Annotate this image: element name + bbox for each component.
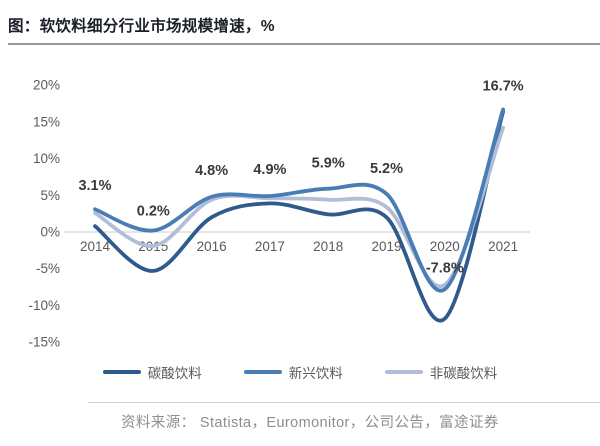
x-axis-label: 2017 — [255, 239, 285, 254]
y-axis-tick: 20% — [33, 78, 60, 93]
data-label: -7.8% — [426, 260, 464, 276]
x-axis-label: 2016 — [197, 239, 227, 254]
legend-swatch-emerging — [243, 370, 282, 374]
x-axis-label: 2018 — [313, 239, 343, 254]
source-note: 资料来源： Statista，Euromonitor，公司公告，富途证券 — [121, 415, 499, 431]
chart-svg: 20%15%10%5%0%-5%-10%-15%2014 2015 2016 2017… — [28, 78, 530, 350]
footer-divider — [88, 402, 600, 403]
legend-label-noncarbonated: 非碳酸饮料 — [429, 366, 498, 381]
chart-title: 图：软饮料细分行业市场规模增速，% — [8, 18, 275, 35]
y-axis-tick: 0% — [40, 225, 60, 240]
data-label: 4.8% — [195, 163, 228, 179]
x-axis-label: 2019 — [371, 239, 401, 254]
series-line-1 — [93, 125, 505, 289]
data-label: 0.2% — [137, 204, 170, 220]
y-axis-tick: -10% — [28, 298, 60, 313]
x-axis-label: 2014 — [80, 239, 111, 254]
chart-legend: 碳酸饮料 新兴饮料 非碳酸饮料 — [0, 362, 600, 382]
legend-swatch-noncarbonated — [384, 370, 423, 374]
legend-item-noncarbonated: 非碳酸饮料 — [384, 362, 498, 382]
data-label: 3.1% — [78, 178, 111, 194]
legend-item-carbonated: 碳酸饮料 — [102, 362, 202, 382]
legend-item-emerging: 新兴饮料 — [243, 362, 343, 382]
y-axis-tick: -5% — [36, 261, 60, 276]
legend-swatch-carbonated — [102, 370, 141, 374]
legend-label-carbonated: 碳酸饮料 — [147, 366, 202, 381]
data-label: 5.2% — [370, 161, 403, 177]
series-line-2 — [93, 107, 505, 293]
series-line-0 — [93, 109, 505, 323]
y-axis-tick: -15% — [28, 335, 60, 350]
legend-label-emerging: 新兴饮料 — [288, 366, 343, 381]
title-divider — [8, 43, 600, 45]
y-axis-tick: 5% — [40, 188, 60, 203]
data-label: 16.7% — [483, 78, 524, 94]
data-label: 4.9% — [253, 162, 286, 178]
y-axis-tick: 15% — [33, 114, 60, 129]
y-axis-tick: 10% — [33, 151, 60, 166]
x-axis-label: 2020 — [430, 239, 460, 254]
data-label: 5.9% — [312, 156, 345, 172]
x-axis-label: 2021 — [488, 239, 518, 254]
